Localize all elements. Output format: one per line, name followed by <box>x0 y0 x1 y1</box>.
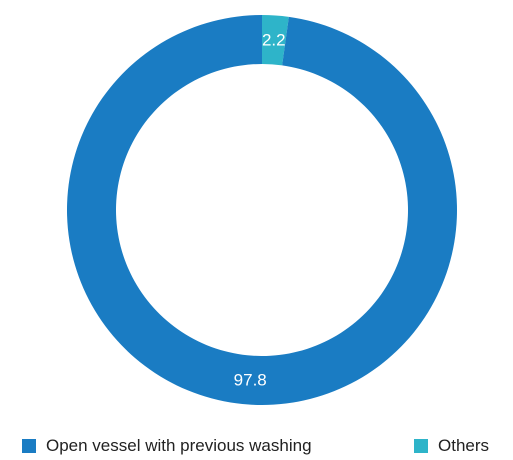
chart-legend: Open vessel with previous washing Others <box>0 436 513 460</box>
legend-item-others: Others <box>414 436 489 456</box>
slice-open-vessel <box>67 15 458 405</box>
legend-swatch-others <box>414 439 428 453</box>
legend-label-others: Others <box>438 436 490 455</box>
donut-slices <box>67 15 458 405</box>
donut-chart: 2.2 97.8 <box>67 15 458 405</box>
donut-data-labels: 2.2 97.8 <box>234 30 286 389</box>
data-label-others: 2.2 <box>262 30 286 49</box>
slice-others <box>262 15 289 66</box>
legend-item-open-vessel: Open vessel with previous washing <box>22 436 312 456</box>
legend-swatch-open-vessel <box>22 439 36 453</box>
legend-label-open-vessel: Open vessel with previous washing <box>46 436 312 455</box>
data-label-open-vessel: 97.8 <box>234 371 267 390</box>
